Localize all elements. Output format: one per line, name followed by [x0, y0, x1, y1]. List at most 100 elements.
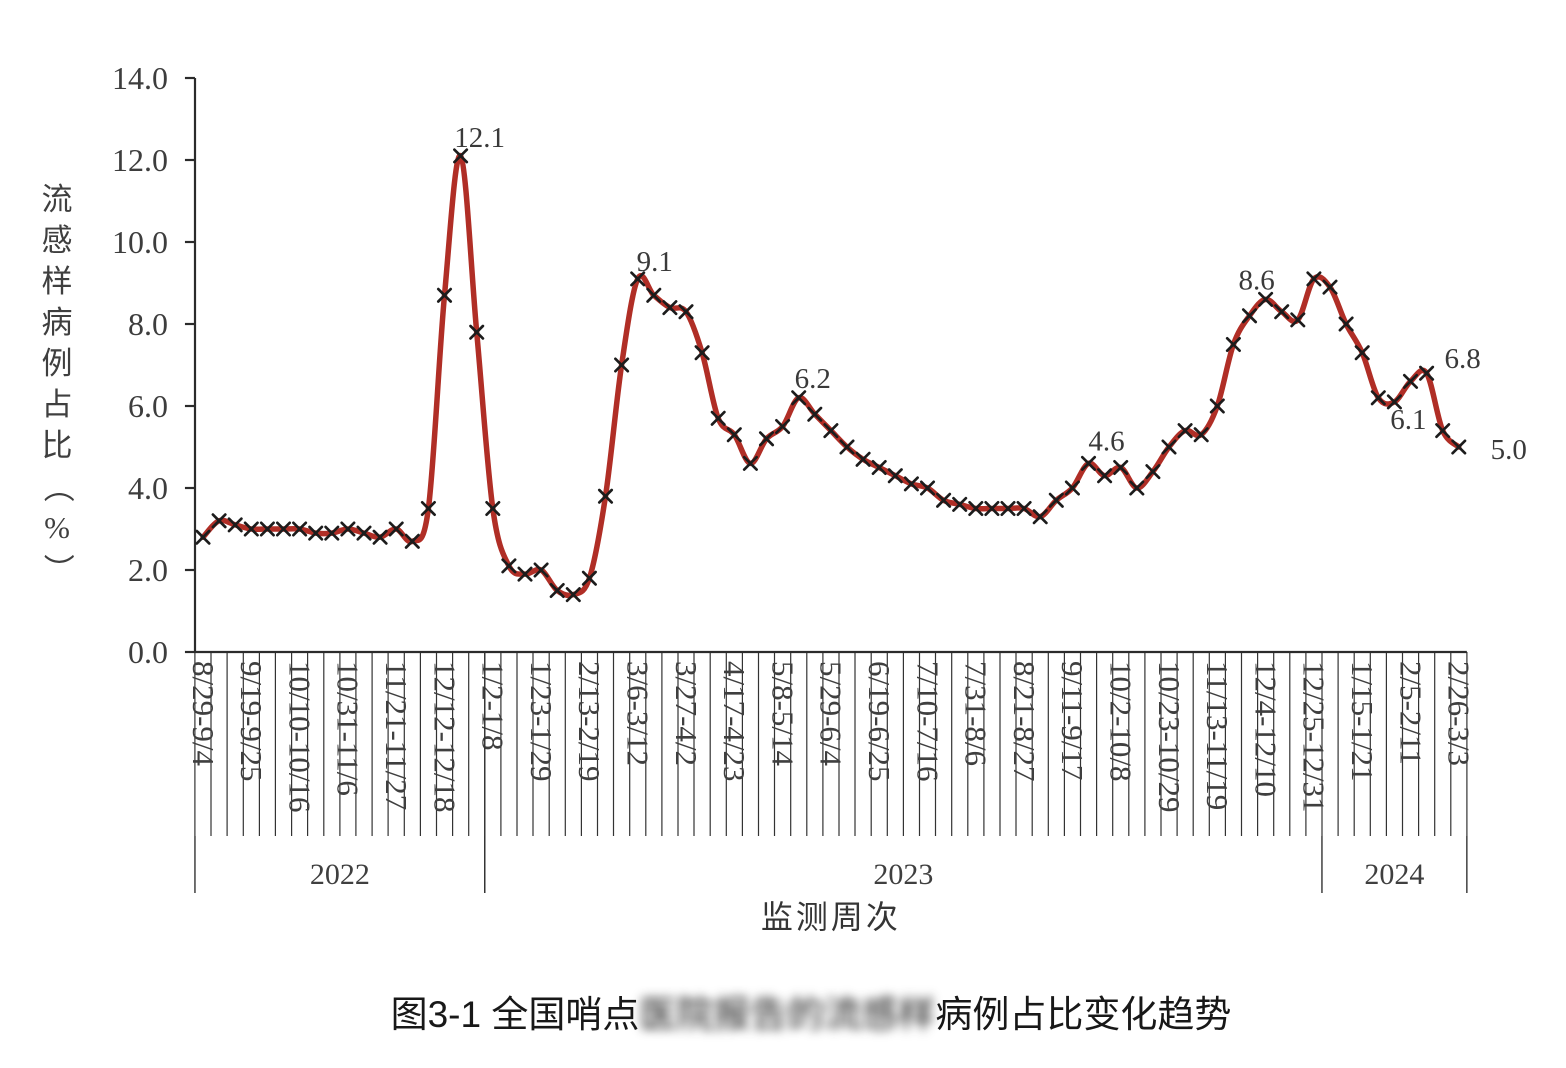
marker-stroke [1080, 455, 1097, 471]
data-label: 6.1 [1390, 404, 1426, 436]
marker-stroke [1290, 312, 1306, 328]
data-point-marker [1370, 390, 1386, 406]
marker-stroke [1338, 316, 1354, 332]
marker-stroke [726, 427, 742, 443]
data-point-marker [1048, 492, 1064, 508]
data-point-marker [1338, 316, 1354, 332]
year-label: 2024 [1364, 858, 1424, 891]
data-point-marker [646, 287, 662, 303]
data-point-marker [823, 423, 839, 439]
x-tick-label: 10/2-10/8 [1103, 661, 1138, 782]
marker-stroke [453, 148, 469, 164]
data-point-marker [887, 468, 903, 484]
data-point-marker [292, 521, 308, 537]
data-point-marker [1241, 308, 1258, 324]
marker-stroke [1354, 345, 1370, 361]
y-tick-label: 4.0 [128, 470, 168, 506]
data-label: 6.2 [795, 363, 831, 395]
marker-stroke [195, 529, 211, 545]
marker-stroke [597, 488, 614, 504]
x-tick-label: 5/8-5/14 [765, 661, 800, 767]
data-point-marker [581, 570, 597, 586]
x-tick-label: 10/31-11/6 [331, 661, 366, 796]
data-point-marker [469, 324, 485, 340]
x-tick-label: 9/19-9/25 [234, 661, 269, 782]
marker-stroke [1161, 439, 1177, 455]
data-point-marker [807, 406, 823, 422]
marker-stroke [533, 562, 549, 578]
x-tick-label: 8/21-8/27 [1007, 661, 1042, 782]
marker-stroke [968, 500, 984, 517]
data-point-marker [1016, 500, 1032, 517]
y-tick-label: 12.0 [112, 142, 168, 178]
data-point-marker [1274, 304, 1290, 320]
y-tick-label: 6.0 [128, 388, 168, 424]
data-point-marker [436, 287, 453, 303]
marker-stroke [919, 480, 936, 496]
marker-stroke [1032, 509, 1048, 525]
marker-stroke [469, 324, 485, 340]
marker-stroke [1402, 373, 1419, 389]
marker-stroke [1258, 291, 1274, 307]
marker-stroke [1048, 492, 1064, 508]
marker-stroke [1000, 500, 1016, 517]
axes [193, 78, 1467, 654]
marker-stroke [356, 525, 372, 541]
marker-stroke [1370, 390, 1386, 406]
x-tick-label: 3/6-3/12 [620, 661, 655, 766]
y-axis-title-char: % [44, 510, 70, 545]
y-tick-label: 10.0 [112, 224, 168, 260]
data-point-marker [549, 582, 565, 599]
marker-stroke [1419, 365, 1435, 381]
x-tick-label: 2/5-2/11 [1393, 661, 1428, 765]
data-point-marker [324, 525, 340, 541]
series-line-ili-percent [200, 153, 1462, 599]
marker-stroke [227, 517, 243, 533]
data-point-marker [501, 558, 517, 574]
data-point-marker [791, 390, 807, 406]
data-point-marker [340, 521, 356, 537]
marker-stroke [630, 271, 646, 287]
x-tick-label: 1/23-1/29 [524, 661, 559, 782]
x-tick-label: 10/23-10/29 [1152, 661, 1187, 813]
marker-stroke [275, 521, 292, 537]
marker-stroke [1386, 394, 1402, 410]
data-point-marker [517, 566, 533, 582]
marker-stroke [871, 459, 887, 476]
data-point-marker [694, 345, 710, 361]
x-tick-label: 2/13-2/19 [572, 661, 607, 782]
data-point-marker [533, 562, 549, 578]
data-point-marker [1161, 439, 1177, 455]
marker-stroke [678, 304, 694, 320]
data-point-marker [227, 517, 243, 533]
y-axis-title-char: 例 [42, 346, 73, 381]
data-point-marker [308, 525, 324, 541]
y-axis-title-char: （ [40, 472, 75, 503]
marker-stroke [1225, 336, 1241, 353]
y-tick-label: 8.0 [128, 306, 168, 342]
figure-caption-text: 图3-1 全国哨点 [390, 994, 640, 1035]
data-label: 6.8 [1444, 343, 1480, 375]
data-point-marker [936, 492, 952, 508]
data-point-marker [968, 500, 984, 517]
y-axis-title-char: 流 [42, 182, 73, 217]
data-label: 8.6 [1238, 264, 1274, 296]
data-point-marker [1306, 271, 1322, 287]
data-point-marker [1145, 464, 1161, 480]
x-tick-label: 12/25-12/31 [1297, 661, 1332, 813]
data-point-marker [871, 459, 887, 476]
marker-stroke [614, 357, 630, 373]
data-point-marker [903, 476, 919, 492]
marker-stroke [775, 418, 791, 435]
marker-stroke [1322, 279, 1338, 295]
x-tick-label: 3/27-4/2 [669, 661, 704, 766]
marker-stroke [388, 521, 404, 537]
x-tick-label: 1/15-1/21 [1345, 661, 1380, 782]
data-point-marker [1451, 439, 1467, 455]
data-point-marker [1322, 279, 1338, 295]
x-tick-label: 9/11-9/17 [1055, 661, 1090, 780]
x-tick-label: 11/21-11/27 [379, 661, 414, 810]
marker-stroke [501, 558, 517, 574]
data-point-marker [1000, 500, 1016, 517]
